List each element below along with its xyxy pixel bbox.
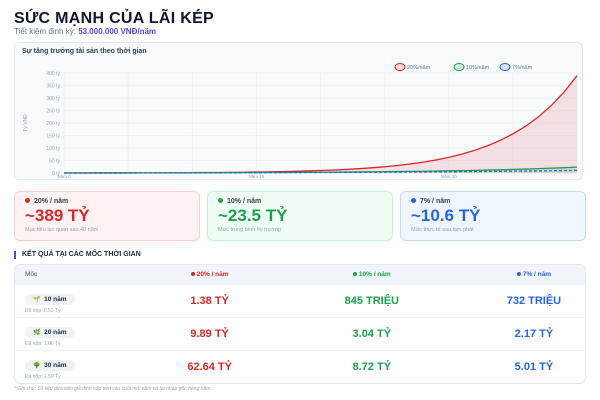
result-value: 845 TRIỆU xyxy=(344,295,399,307)
card-value: ~389 TỶ xyxy=(25,206,90,225)
card-7: 7% / năm ~10.6 TỶ Mức thực tế sau lạm ph… xyxy=(400,191,586,241)
section-title: KẾT QUẢ TẠI CÁC MỐC THỜI GIAN xyxy=(14,251,141,259)
milestone-pill: 🌱 10 năm xyxy=(25,294,75,305)
growth-chart: 0 tỷ 50 tỷ 100 tỷ 150 tỷ 200 tỷ 250 tỷ 300 tỷ 3… xyxy=(22,63,578,179)
table-header: Mốc 20% / năm 10% / năm 7% / năm xyxy=(15,265,585,284)
y-tick-label: 350 tỷ xyxy=(46,83,60,90)
results-table: Mốc 20% / năm 10% / năm 7% / năm 🌱 10 nă… xyxy=(14,264,586,384)
result-value: 62.64 TỶ xyxy=(187,361,232,373)
legend-label: 20%/năm xyxy=(407,65,431,71)
x-tick-label: Năm 30 xyxy=(441,174,457,179)
y-tick-label: 50 tỷ xyxy=(49,158,60,165)
table-row: 🌳 30 năm Đã nộp: 1.59 Tỷ 62.64 TỶ 8.72 TỶ 5.… xyxy=(15,350,585,383)
y-tick-label: 0 tỷ xyxy=(52,170,61,177)
legend-label: 10%/năm xyxy=(466,65,490,71)
result-value: 2.17 TỶ xyxy=(514,328,554,340)
y-tick-label: 250 tỷ xyxy=(46,108,60,115)
x-tick-label: Năm 15 xyxy=(248,174,264,179)
table-row: 🌱 10 năm Đã nộp: 0.53 Tỷ 1.38 TỶ 845 TRIỆU 7… xyxy=(15,284,585,317)
card-value: ~23.5 TỶ xyxy=(218,206,288,225)
result-value: 732 TRIỆU xyxy=(506,295,562,307)
card-20: 20% / năm ~389 TỶ Mục tiêu lạc quan sau … xyxy=(14,191,200,241)
result-value: 5.01 TỶ xyxy=(514,361,554,373)
legend-marker xyxy=(499,63,511,71)
series-area xyxy=(64,167,577,173)
legend-marker xyxy=(394,63,406,71)
footnote: * Ghi chú: Số liệu dựa trên giả định nộp… xyxy=(14,386,212,392)
growth-chart-card: Sự tăng trưởng tài sản theo thời gian 0 … xyxy=(14,42,583,180)
result-value: 3.04 TỶ xyxy=(352,328,392,340)
herb-icon: 🌿 xyxy=(33,330,41,336)
chart-title: Sự tăng trưởng tài sản theo thời gian xyxy=(22,48,147,55)
milestone-pill: 🌳 30 năm xyxy=(25,360,75,371)
series-area xyxy=(64,75,577,173)
y-axis-label: Tỷ VNĐ xyxy=(22,114,29,132)
y-tick-label: 300 tỷ xyxy=(46,95,60,102)
result-value: 1.38 TỶ xyxy=(190,295,229,307)
paid-amount: Đã nộp: 1.59 Tỷ xyxy=(25,374,61,380)
savings-amount: 53.000.000 VNĐ/năm xyxy=(78,27,157,36)
paid-amount: Đã nộp: 1.06 Tỷ xyxy=(25,341,61,347)
dot-icon xyxy=(25,198,30,203)
table-row: 🌿 20 năm Đã nộp: 1.06 Tỷ 9.89 TỶ 3.04 TỶ 2.1… xyxy=(15,317,585,350)
dot-icon xyxy=(411,198,416,203)
result-value: 8.72 TỶ xyxy=(352,361,392,373)
y-tick-label: 200 tỷ xyxy=(46,120,60,127)
milestone-pill: 🌿 20 năm xyxy=(25,327,75,338)
paid-amount: Đã nộp: 0.53 Tỷ xyxy=(25,308,61,314)
y-tick-label: 400 tỷ xyxy=(46,70,60,77)
seedling-icon: 🌱 xyxy=(33,297,41,303)
result-value: 9.89 TỶ xyxy=(190,328,229,340)
y-tick-label: 150 tỷ xyxy=(46,133,60,140)
legend-marker xyxy=(453,63,465,71)
x-tick-label: Năm 0 xyxy=(57,174,71,179)
page-title: SỨC MẠNH CỦA LÃI KÉP xyxy=(14,10,215,27)
legend-label: 7%/năm xyxy=(512,65,533,71)
card-value: ~10.6 TỶ xyxy=(411,206,481,225)
tree-icon: 🌳 xyxy=(33,363,41,369)
y-tick-label: 100 tỷ xyxy=(46,145,60,152)
dot-icon xyxy=(218,198,223,203)
card-10: 10% / năm ~23.5 TỶ Mức trung bình thị tr… xyxy=(207,191,393,241)
subtitle: Tiết kiệm định kỳ: 53.000.000 VNĐ/năm xyxy=(14,27,157,36)
